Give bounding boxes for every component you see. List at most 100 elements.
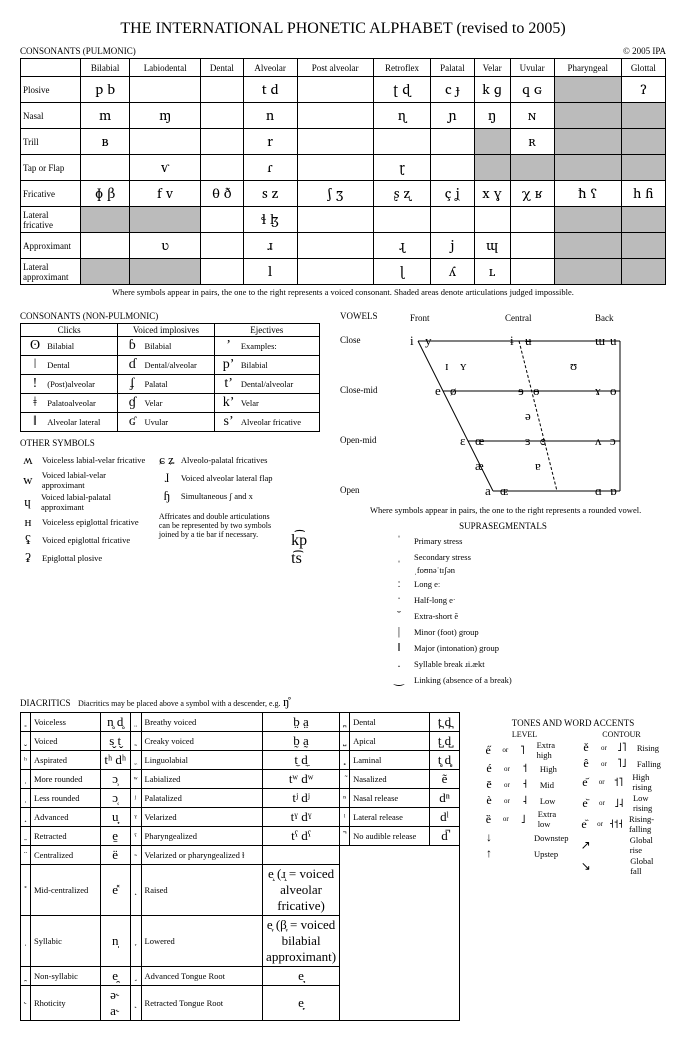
diacritic-cell: Voiced [31,732,101,751]
supraseg-item: .Syllable break ɹi.ækt [390,656,666,671]
other-heading: OTHER SYMBOLS [20,438,320,448]
other-item: ʜVoiceless epiglottal fricative [20,514,149,530]
diacritic-cell: Lateral release [350,808,430,827]
ipa-cell [554,233,621,259]
diacritic-cell: ̙ [130,986,141,1021]
ipa-cell [621,129,665,155]
ipa-cell: ɲ [431,103,474,129]
ipa-cell: ʀ [510,129,554,155]
diacritic-cell: tˤ dˤ [263,827,340,846]
ipa-cell [130,77,201,103]
diacritic-cell: Rhoticity [31,986,101,1021]
diacritic-cell: n̥ d̥ [100,713,130,732]
diacritic-cell: b̰ a̰ [263,732,340,751]
place-header: Retroflex [373,59,430,77]
vowel-sym: ɯ [595,333,605,349]
ipa-cell: r [243,129,297,155]
ipa-cell [81,207,130,233]
vowel-sym: ɞ [540,433,546,449]
diacritic-cell: ̘ [130,967,141,986]
place-header: Dental [201,59,244,77]
ipa-cell: ⱱ [130,155,201,181]
diacritic-cell: Syllabic [31,916,101,967]
diacritic-cell: ʲ [130,789,141,808]
diacritic-cell: ̺ [340,732,350,751]
place-header: Glottal [621,59,665,77]
diacritic-cell: ̚ [340,827,350,846]
tone-item: éor˦High [480,761,569,776]
ipa-cell: ʂ ʐ [373,181,430,207]
tone-item: ēor˧Mid [480,777,569,792]
vowel-sym: ɑ [595,483,602,499]
ipa-cell: ʙ [81,129,130,155]
vowels-heading: VOWELS [340,311,666,321]
ipa-cell [130,129,201,155]
diacritic-cell: Less rounded [31,789,101,808]
diacritic-cell: ̻ [340,751,350,770]
ipa-cell: ʔ [621,77,665,103]
ipa-cell [621,259,665,285]
supraseg-heading: SUPRASEGMENTALS [340,521,666,531]
diacritic-cell: Mid-centralized [31,865,101,916]
np-cell: ʘ Bilabial [21,337,118,356]
diacritic-cell: t̻ d̻ [430,751,460,770]
other-item: ʢVoiced epiglottal fricative [20,532,149,548]
diacritic-cell: e̠ [100,827,130,846]
ipa-cell: ʎ [431,259,474,285]
tone-item: ↓Downstep [480,830,569,845]
nonpulmonic-heading: CONSONANTS (NON-PULMONIC) [20,311,320,321]
ipa-cell: t d [243,77,297,103]
ipa-cell: ɻ [373,233,430,259]
ipa-cell [554,259,621,285]
manner-label: Trill [21,129,81,155]
affricate-note: Affricates and double articulations can … [159,512,281,539]
diacritics-heading: DIACRITICS [20,698,71,708]
vowel-sym: ɔ [610,433,616,449]
diacritic-cell: ɔ̜ [100,789,130,808]
diacritic-cell: ̜ [21,789,31,808]
np-cell: ɠ Velar [118,394,214,413]
diacritic-cell: ̤ [130,713,141,732]
other-right: ɕ ʑAlveolo-palatal fricativesɺVoiced alv… [159,452,281,504]
tone-item: e᷅or˩˨Low rising [577,793,666,813]
other-item: ɺVoiced alveolar lateral flap [159,470,281,486]
diacritic-cell: e̞ (β̞ = voiced bilabial approximant) [263,916,340,967]
ipa-cell: h ɦ [621,181,665,207]
supraseg-list: ˈPrimary stressˌSecondary stressˌfoʊnəˈt… [390,533,666,687]
ipa-cell: ɬ ɮ [243,207,297,233]
diacritic-cell: ˠ [130,808,141,827]
diacritic-cell: d̚ [430,827,460,846]
ipa-cell: ɳ [373,103,430,129]
manner-label: Lateral fricative [21,207,81,233]
diacritic-cell: ʰ [21,751,31,770]
diacritic-cell: e̝ (ɹ̝ = voiced alveolar fricative) [263,865,340,916]
diacritic-cell: Linguolabial [141,751,263,770]
supraseg-item: ˌSecondary stress [390,549,666,564]
ipa-cell [297,233,373,259]
manner-label: Fricative [21,181,81,207]
tone-item: ȅor˩Extra low [480,809,569,829]
diacritic-cell: ̼ [130,751,141,770]
np-cell: ɓ Bilabial [118,337,214,356]
ipa-cell [554,103,621,129]
vowel-sym: ʌ [595,433,602,449]
ipa-cell: j [431,233,474,259]
diacritic-cell: ̬ [21,732,31,751]
place-header: Bilabial [81,59,130,77]
tone-item: ↗Global rise [577,835,666,855]
pulmonic-heading: CONSONANTS (PULMONIC) [20,46,136,56]
ipa-cell [373,207,430,233]
diacritic-cell: Labialized [141,770,263,789]
diacritic-cell: Dental [350,713,430,732]
ipa-cell: ʋ [130,233,201,259]
tone-item: e᷄or˦˥High rising [577,772,666,792]
ipa-cell [621,207,665,233]
diacritic-cell: u̟ [100,808,130,827]
diacritic-cell: Breathy voiced [141,713,263,732]
ipa-cell [297,155,373,181]
ipa-cell [431,129,474,155]
ipa-cell [81,259,130,285]
ipa-cell: ʃ ʒ [297,181,373,207]
ipa-cell [373,129,430,155]
ipa-cell [201,233,244,259]
